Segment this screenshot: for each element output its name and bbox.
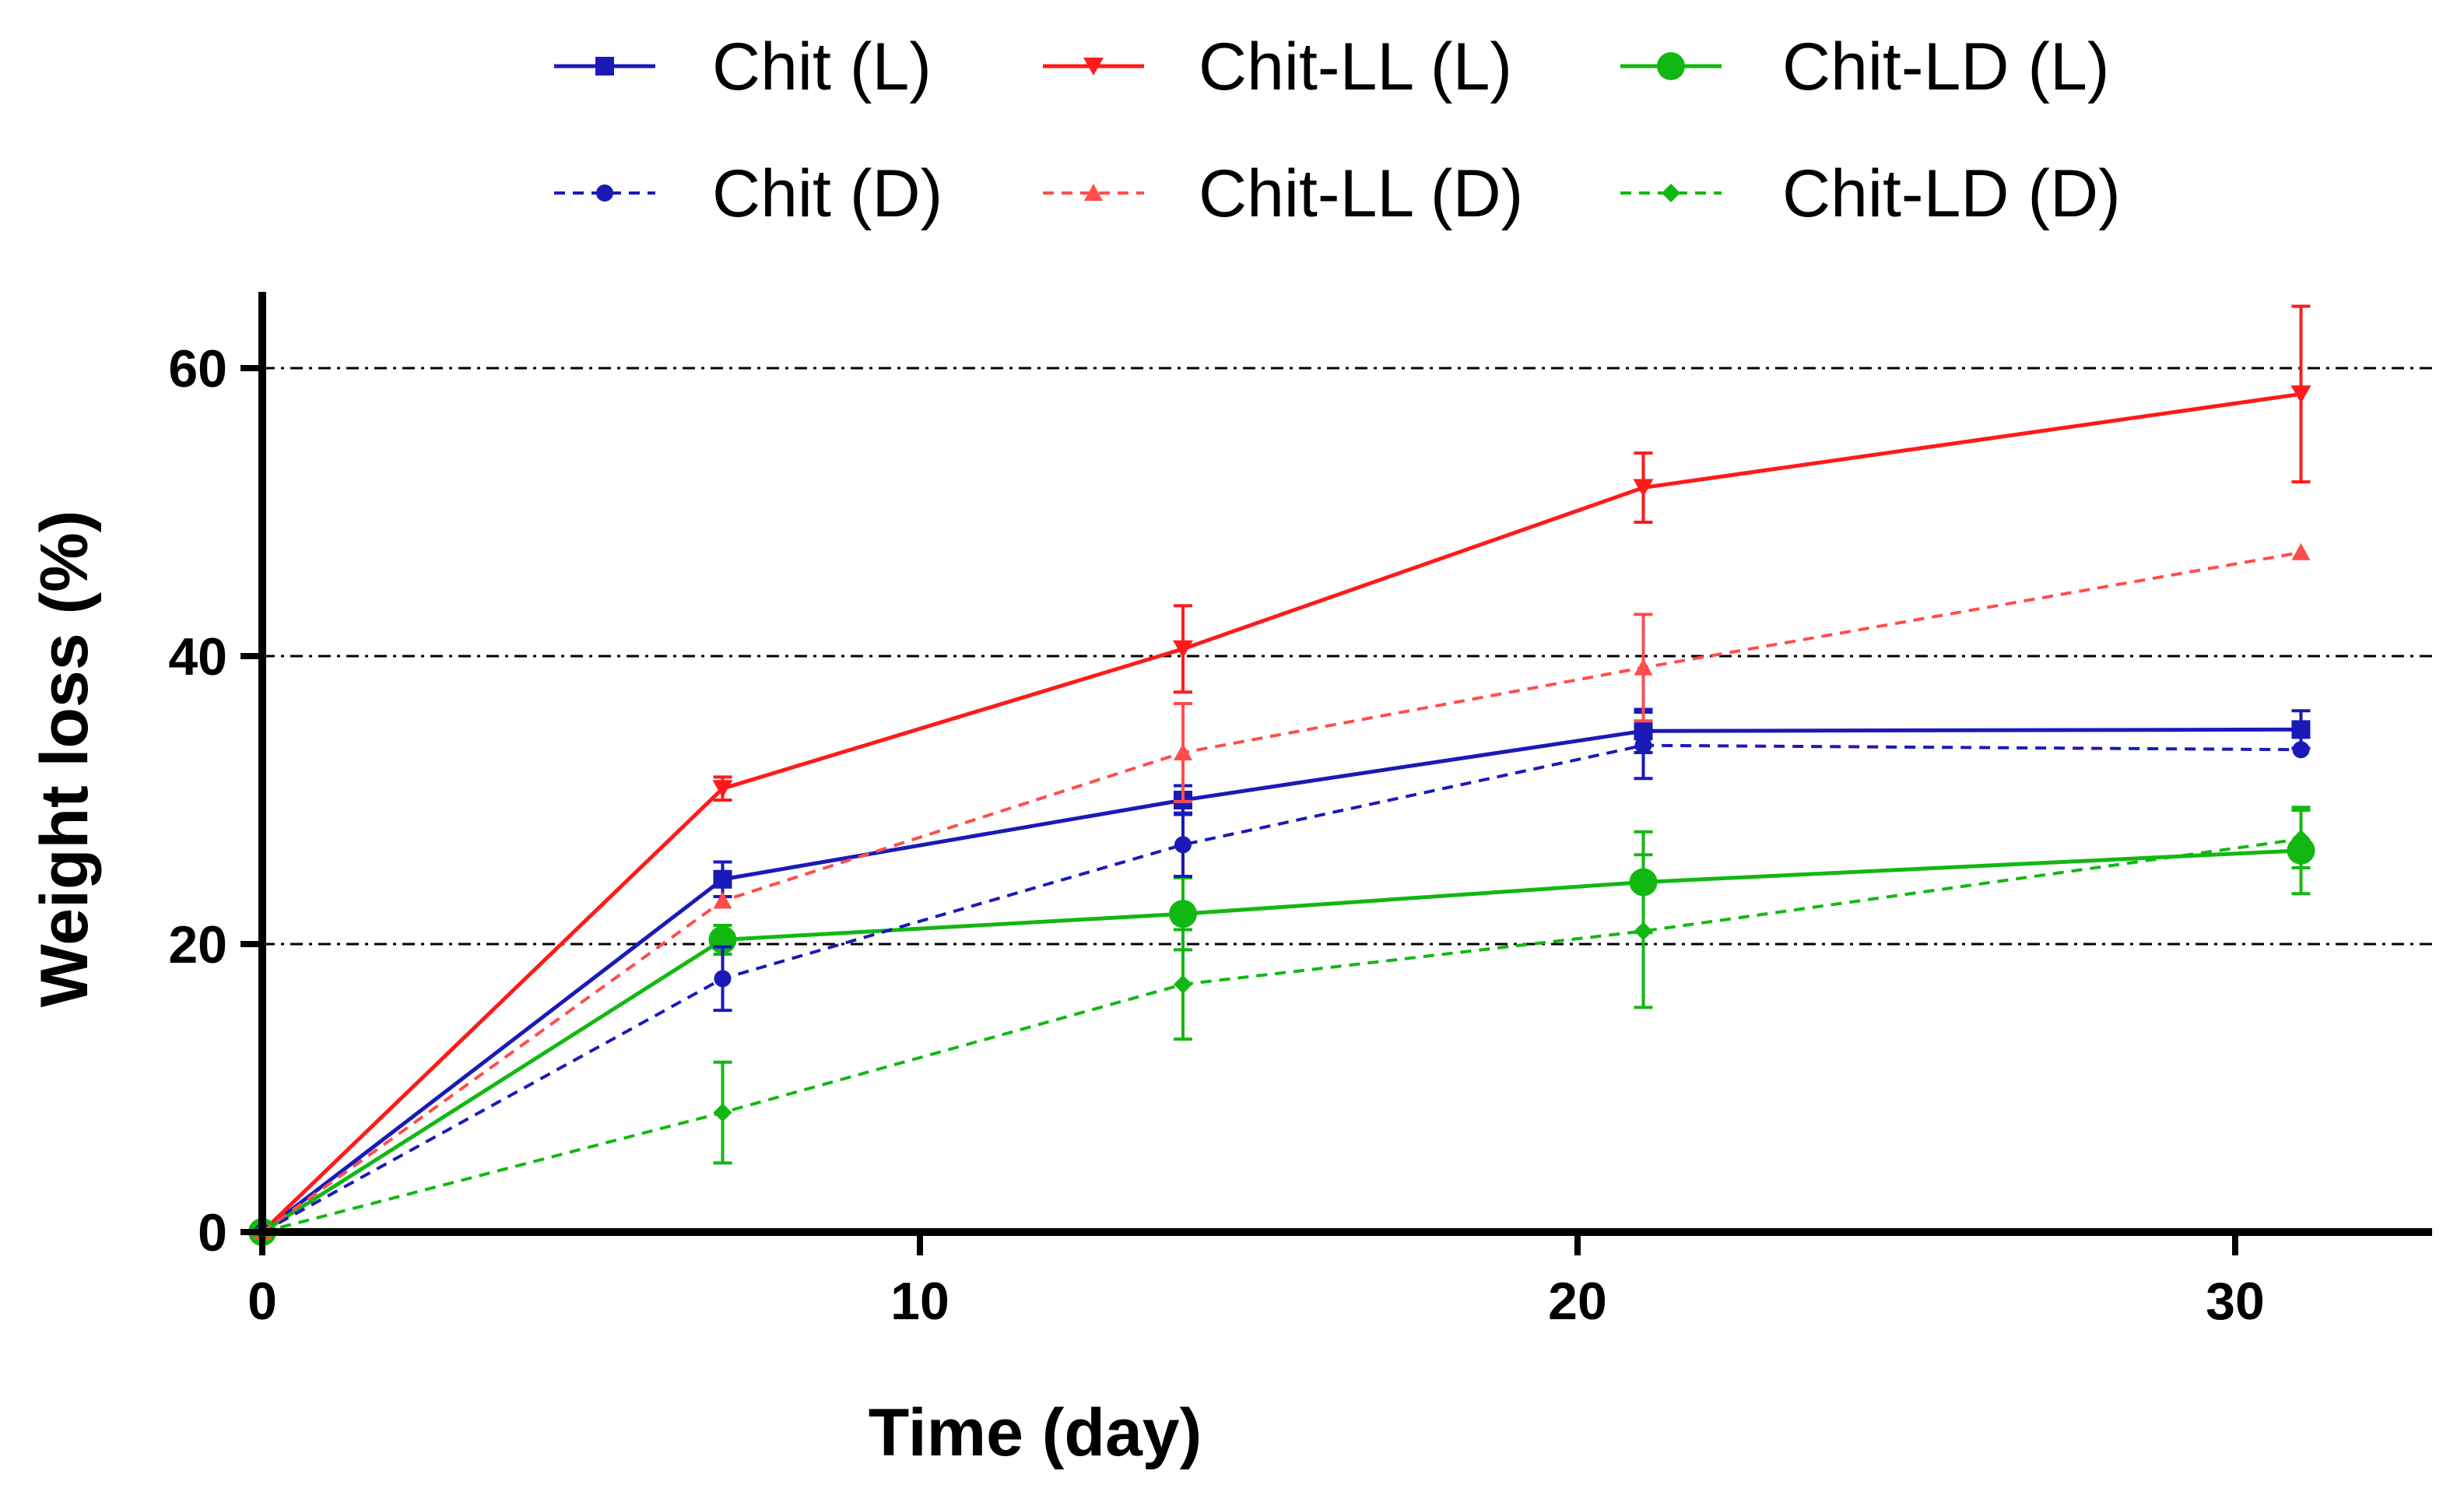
data-point <box>713 869 732 889</box>
y-tick-label: 0 <box>198 1203 227 1262</box>
legend-label: Chit (L) <box>712 30 932 104</box>
data-point <box>1634 922 1653 941</box>
gridlines <box>262 367 2432 946</box>
axes: 0 20 40 60 0 10 20 30 <box>168 292 2432 1331</box>
series-line <box>261 743 2301 1234</box>
series-chit-d <box>254 711 2310 1241</box>
x-tick-label: 30 <box>2206 1272 2265 1331</box>
legend-label: Chit-LD (D) <box>1782 156 2121 231</box>
data-point <box>714 970 732 988</box>
legend-item: Chit (L) <box>554 30 932 104</box>
data-point <box>1174 974 1192 994</box>
x-tick-label: 0 <box>247 1272 277 1331</box>
data-point <box>713 891 732 909</box>
legend-item: Chit (D) <box>554 156 942 231</box>
data-point <box>713 1103 732 1122</box>
data-point <box>2292 741 2310 759</box>
legend-marker <box>596 184 613 202</box>
series-line <box>261 550 2301 1234</box>
legend-marker <box>1084 184 1103 201</box>
data-point <box>1173 640 1193 658</box>
legend-marker <box>595 57 614 75</box>
y-tick-label: 20 <box>168 915 227 974</box>
data-point <box>1174 742 1192 760</box>
series-chit-ld-d <box>253 808 2311 1241</box>
legend-item: Chit-LL (D) <box>1043 156 1523 231</box>
series-chit-ll-d <box>253 542 2311 1240</box>
data-point <box>2291 829 2311 848</box>
data-point <box>1633 479 1654 497</box>
series-chit-ll-l <box>252 304 2311 1241</box>
series-line <box>261 848 2301 1234</box>
x-tick-label: 20 <box>1548 1272 1607 1331</box>
data-point <box>1634 736 1652 754</box>
series-chit-l <box>253 707 2311 1241</box>
data-point <box>712 780 733 799</box>
series-line <box>261 837 2301 1234</box>
legend-label: Chit-LL (D) <box>1199 156 1523 231</box>
legend-marker <box>1662 184 1680 202</box>
legend-item: Chit-LD (D) <box>1620 156 2121 231</box>
series-line <box>261 391 2301 1234</box>
y-tick-label: 60 <box>168 339 227 398</box>
x-axis-title: Time (day) <box>869 1395 1202 1470</box>
legend-label: Chit (D) <box>712 156 942 231</box>
data-point <box>1634 658 1653 676</box>
legend-item: Chit-LL (L) <box>1043 30 1512 104</box>
data-point <box>2291 542 2311 560</box>
series-chit-ld-l <box>248 806 2315 1246</box>
series-layer <box>248 304 2315 1246</box>
x-tick-label: 10 <box>890 1272 949 1331</box>
legend-marker <box>1083 58 1104 75</box>
legend-marker <box>1657 52 1685 80</box>
legend-label: Chit-LL (L) <box>1199 30 1512 104</box>
legend-label: Chit-LD (L) <box>1782 30 2110 104</box>
legend-item: Chit-LD (L) <box>1620 30 2110 104</box>
data-point <box>2291 720 2311 739</box>
y-axis-title: Weight loss (%) <box>27 511 102 1008</box>
legend: Chit (L) Chit-LL (L) Chit-LD (L) Chit (D) Ch… <box>554 30 2121 231</box>
series-line <box>261 727 2301 1234</box>
y-tick-label: 40 <box>168 627 227 686</box>
data-point <box>2290 385 2311 404</box>
data-point <box>1169 900 1197 929</box>
data-point <box>1174 836 1192 854</box>
